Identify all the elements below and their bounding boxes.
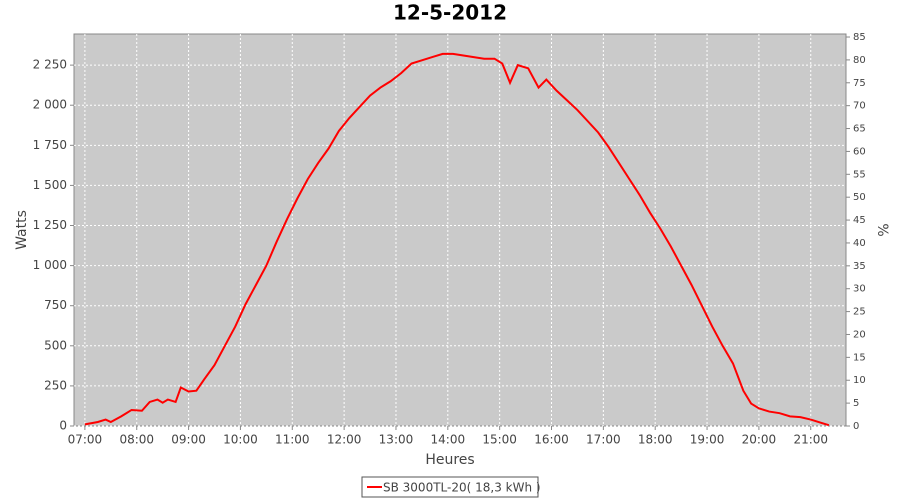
y-tick-label: 1 500 (33, 178, 67, 192)
y2-tick-label: 55 (853, 169, 866, 180)
y-axis-title: Watts (14, 210, 30, 250)
y2-tick-label: 30 (853, 284, 866, 295)
x-tick-label: 16:00 (534, 433, 569, 447)
y-tick-label: 0 (59, 419, 67, 433)
y2-tick-label: 60 (853, 146, 866, 157)
y-tick-label: 2 250 (33, 58, 67, 72)
y-tick-label: 750 (44, 298, 67, 312)
y-tick-label: 2 000 (33, 98, 67, 112)
legend-label: SB 3000TL-20( 18,3 kWh ) (383, 481, 541, 495)
x-tick-label: 15:00 (482, 433, 517, 447)
series-line (84, 52, 830, 427)
y2-tick-label: 45 (853, 215, 866, 226)
x-tick-label: 20:00 (742, 433, 777, 447)
chart-title: 12-5-2012 (393, 1, 507, 25)
x-tick-label: 09:00 (171, 433, 206, 447)
y2-tick-label: 50 (853, 192, 866, 203)
x-tick-label: 21:00 (793, 433, 828, 447)
y-tick-label: 1 000 (33, 258, 67, 272)
y2-tick-label: 80 (853, 55, 866, 66)
y2-tick-label: 10 (853, 375, 866, 386)
x-tick-label: 08:00 (119, 433, 154, 447)
y-tick-label: 1 250 (33, 218, 67, 232)
y2-tick-label: 5 (853, 398, 859, 409)
y-tick-label: 500 (44, 338, 67, 352)
x-tick-label: 07:00 (68, 433, 103, 447)
y2-tick-label: 70 (853, 101, 866, 112)
x-tick-label: 12:00 (327, 433, 362, 447)
x-tick-label: 10:00 (223, 433, 258, 447)
x-tick-label: 14:00 (431, 433, 466, 447)
y2-tick-label: 65 (853, 124, 866, 135)
y-tick-label: 1 750 (33, 138, 67, 152)
y2-tick-label: 75 (853, 78, 866, 89)
x-tick-label: 19:00 (690, 433, 725, 447)
y2-tick-label: 40 (853, 238, 866, 249)
plot-area (73, 33, 847, 427)
y2-tick-label: 15 (853, 352, 866, 363)
x-tick-label: 17:00 (586, 433, 621, 447)
y2-tick-label: 85 (853, 32, 866, 43)
x-axis-title: Heures (425, 452, 474, 468)
x-tick-label: 18:00 (638, 433, 673, 447)
x-tick-label: 11:00 (275, 433, 310, 447)
y2-tick-label: 25 (853, 307, 866, 318)
y-tick-label: 250 (44, 378, 67, 392)
y2-axis-title: % (874, 223, 890, 236)
y2-tick-label: 35 (853, 261, 866, 272)
legend-box (361, 476, 539, 498)
y2-tick-label: 0 (853, 421, 859, 432)
y2-tick-label: 20 (853, 329, 866, 340)
x-tick-label: 13:00 (379, 433, 414, 447)
